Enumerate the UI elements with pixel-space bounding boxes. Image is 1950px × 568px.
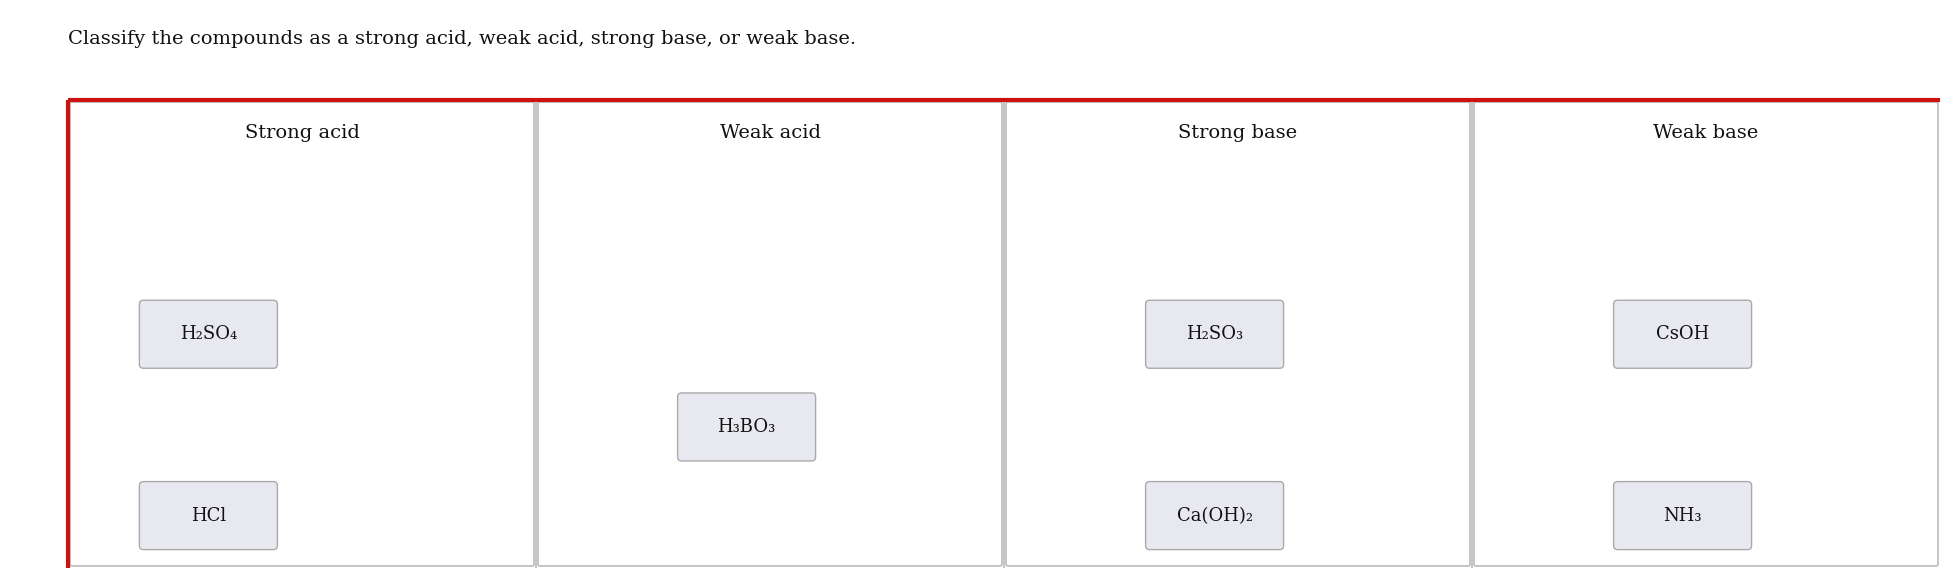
FancyBboxPatch shape — [138, 482, 277, 550]
FancyBboxPatch shape — [138, 300, 277, 368]
FancyBboxPatch shape — [538, 102, 1002, 566]
FancyBboxPatch shape — [1474, 102, 1938, 566]
FancyBboxPatch shape — [1006, 102, 1470, 566]
Text: NH₃: NH₃ — [1663, 507, 1702, 525]
Text: CsOH: CsOH — [1656, 325, 1710, 343]
FancyBboxPatch shape — [677, 393, 815, 461]
FancyBboxPatch shape — [1613, 482, 1751, 550]
Text: H₂SO₄: H₂SO₄ — [179, 325, 238, 343]
Text: H₃BO₃: H₃BO₃ — [718, 418, 776, 436]
FancyBboxPatch shape — [1145, 482, 1283, 550]
Text: Weak base: Weak base — [1654, 123, 1759, 141]
Text: HCl: HCl — [191, 507, 226, 525]
FancyBboxPatch shape — [1145, 300, 1283, 368]
Text: Strong base: Strong base — [1178, 123, 1297, 141]
Text: Strong acid: Strong acid — [244, 123, 359, 141]
Text: Weak acid: Weak acid — [720, 123, 821, 141]
Text: Classify the compounds as a strong acid, weak acid, strong base, or weak base.: Classify the compounds as a strong acid,… — [68, 30, 856, 48]
Text: Ca(OH)₂: Ca(OH)₂ — [1176, 507, 1252, 525]
FancyBboxPatch shape — [70, 102, 534, 566]
FancyBboxPatch shape — [1613, 300, 1751, 368]
Text: H₂SO₃: H₂SO₃ — [1186, 325, 1244, 343]
